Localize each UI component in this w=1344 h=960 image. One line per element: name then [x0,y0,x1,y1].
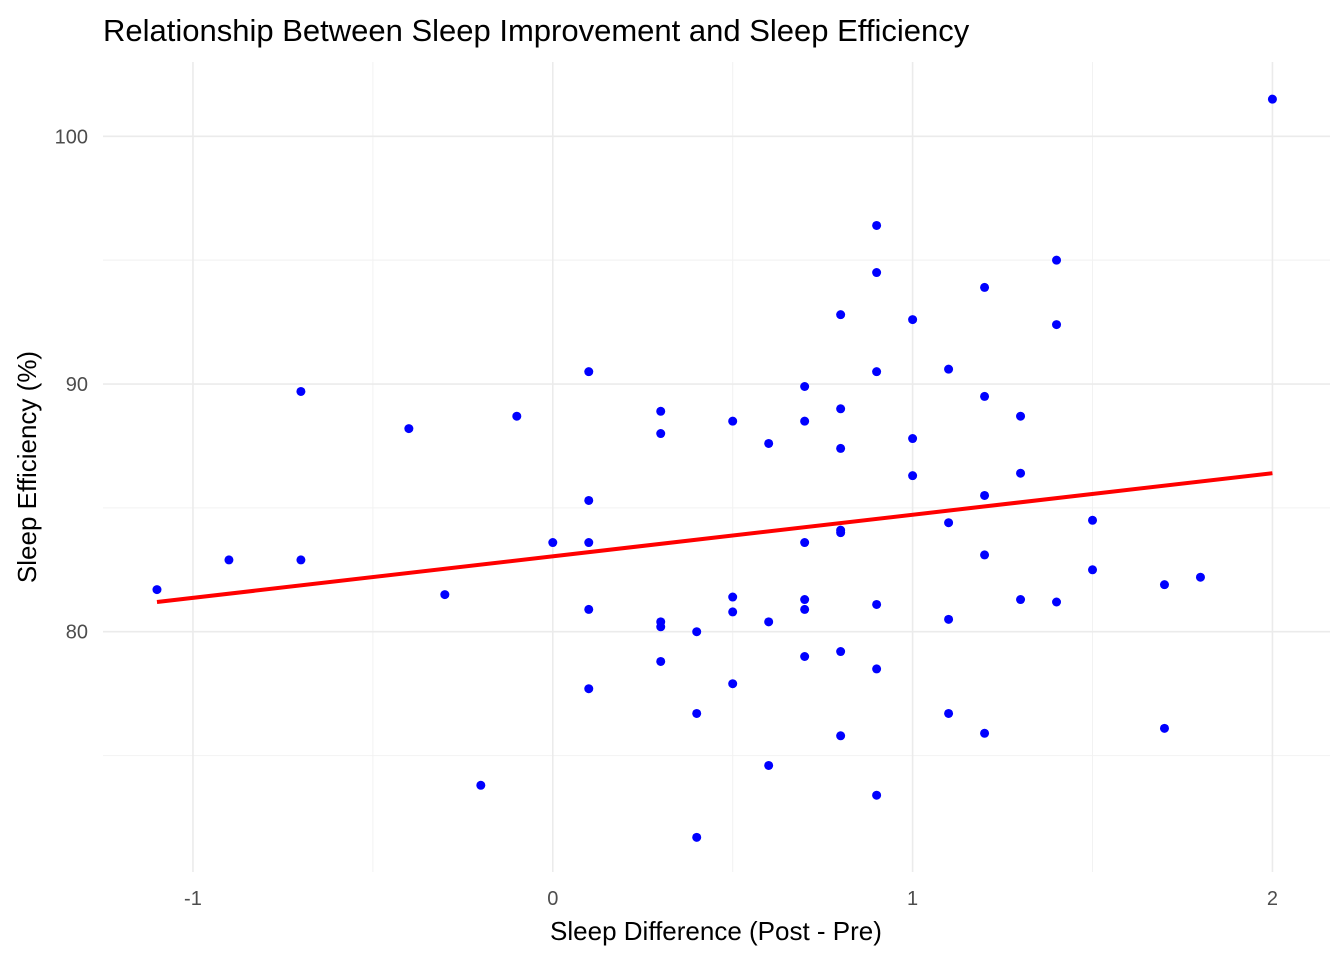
data-point [1195,572,1205,582]
data-point [836,647,846,657]
data-point [872,220,882,230]
data-point [692,832,702,842]
data-point [584,367,594,377]
data-point [512,411,522,421]
chart-title: Relationship Between Sleep Improvement a… [103,13,970,48]
data-point [1052,597,1062,607]
data-point [440,590,450,600]
data-point [800,416,810,426]
data-point [800,651,810,661]
data-point [656,622,666,632]
data-point [728,679,738,689]
data-point [800,595,810,605]
data-point [584,684,594,694]
data-point [1088,515,1098,525]
data-point [764,760,774,770]
data-point [836,404,846,414]
data-point [1088,565,1098,575]
data-point [152,585,162,595]
data-point [1016,468,1026,478]
data-point [944,364,954,374]
data-point [872,599,882,609]
data-point [1016,595,1026,605]
data-point [872,790,882,800]
data-point [656,406,666,416]
x-tick-label: 2 [1267,888,1278,910]
data-point [944,708,954,718]
data-point [404,424,414,434]
data-point [980,490,990,500]
data-point [872,664,882,674]
data-point [1159,580,1169,590]
data-point [656,656,666,666]
data-point [836,731,846,741]
data-point [908,434,918,444]
data-point [548,538,558,548]
data-point [836,528,846,538]
x-tick-labels: -1 0 1 2 [184,888,1278,910]
data-point [728,592,738,602]
x-tick-label: 1 [907,888,918,910]
data-point [656,429,666,439]
y-tick-label: 80 [66,622,88,644]
grid [103,62,1330,872]
data-point [692,627,702,637]
trend-line-group [156,471,1273,604]
data-point [296,555,306,565]
data-point [224,555,234,565]
data-point [908,315,918,325]
data-point [1052,320,1062,330]
data-point [872,268,882,278]
data-point [980,391,990,401]
data-point [800,381,810,391]
y-tick-labels: 80 90 100 [55,126,88,643]
data-point [1267,94,1277,104]
data-point [980,282,990,292]
y-tick-label: 100 [55,126,88,148]
data-point [728,607,738,617]
x-tick-label: -1 [184,888,202,910]
data-point [800,538,810,548]
data-point [980,550,990,560]
trend-line [156,471,1273,604]
data-point [1052,255,1062,265]
data-point [584,495,594,505]
data-point [764,438,774,448]
data-point [296,386,306,396]
data-point [800,604,810,614]
data-point [1159,723,1169,733]
data-point [764,617,774,627]
data-point [476,780,486,790]
data-point [1016,411,1026,421]
y-tick-label: 90 [66,374,88,396]
data-point [908,471,918,481]
data-point [584,604,594,614]
points [152,94,1277,842]
data-point [944,518,954,528]
data-point [584,538,594,548]
y-axis-label: Sleep Efficiency (%) [12,351,42,583]
data-point [872,367,882,377]
x-tick-label: 0 [547,888,558,910]
data-point [836,443,846,453]
data-point [692,708,702,718]
data-point [944,614,954,624]
data-point [980,728,990,738]
data-point [836,310,846,320]
data-point [728,416,738,426]
x-axis-label: Sleep Difference (Post - Pre) [550,916,882,946]
